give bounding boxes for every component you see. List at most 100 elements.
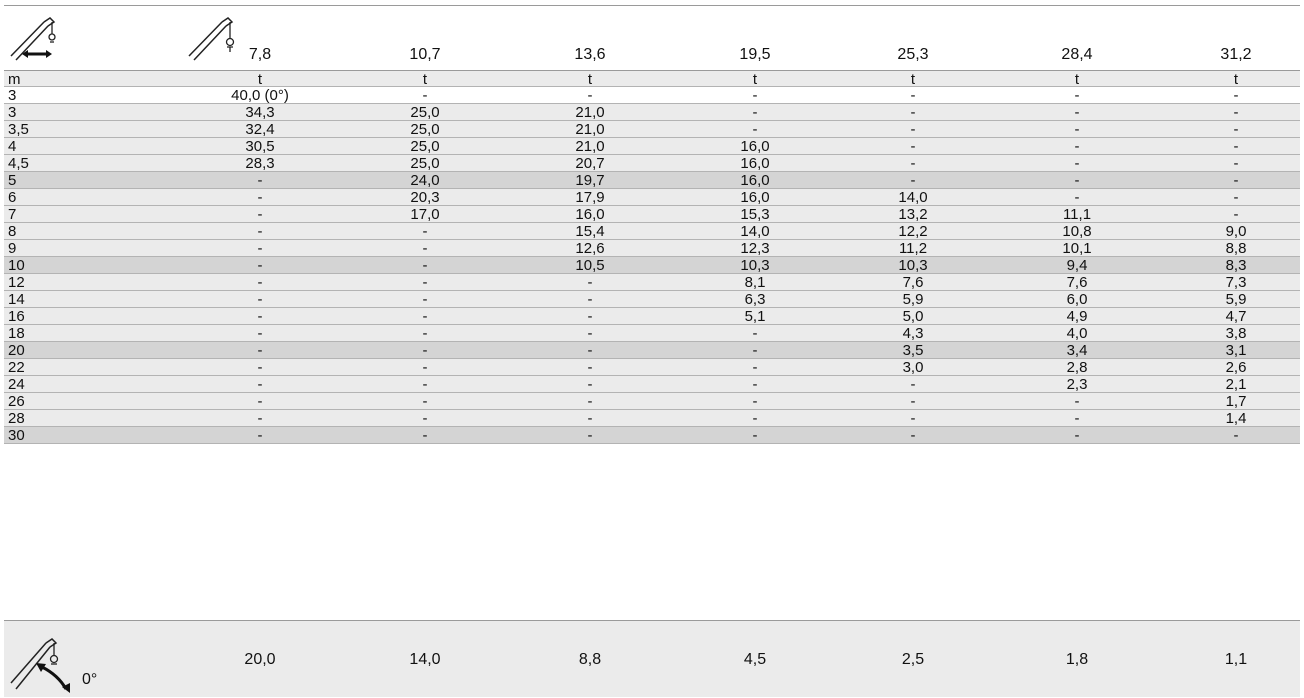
load-cell: 16,0 <box>575 206 605 223</box>
boom-length-header: 7,8 <box>248 46 272 63</box>
table-row: 3 34,3 25,0 21,0 - - - - <box>4 104 1300 121</box>
load-cell: 14,0 <box>898 189 928 206</box>
boom-luffing-icon <box>10 638 70 693</box>
table-row: 26 - - - - - - 1,7 <box>4 393 1300 410</box>
load-cell: 3,5 <box>902 342 924 359</box>
load-cell: - <box>910 155 916 172</box>
luffing-load: 20,0 <box>244 651 276 668</box>
load-cell: - <box>752 342 758 359</box>
load-cell: 1,4 <box>1225 410 1247 427</box>
load-cell: 11,2 <box>898 240 928 257</box>
load-cell: 8,8 <box>1225 240 1247 257</box>
radius-cell: 3 <box>8 87 17 104</box>
boom-length-header: 31,2 <box>1220 46 1252 63</box>
load-cell: 8,1 <box>744 274 766 291</box>
load-cell: - <box>257 359 263 376</box>
luffing-load: 1,1 <box>1224 651 1248 668</box>
table-row: 5 - 24,0 19,7 16,0 - - - <box>4 172 1300 189</box>
load-cell: 2,6 <box>1225 359 1247 376</box>
load-cell: - <box>752 121 758 138</box>
load-cell: 32,4 <box>245 121 275 138</box>
boom-length-header: 19,5 <box>739 46 771 63</box>
luffing-load: 4,5 <box>743 651 767 668</box>
load-cell: - <box>1074 104 1080 121</box>
load-cell: - <box>1074 172 1080 189</box>
load-unit: t <box>587 71 593 88</box>
load-cell: 9,4 <box>1066 257 1088 274</box>
load-cell: - <box>422 325 428 342</box>
load-cell: - <box>422 427 428 444</box>
radius-cell: 20 <box>8 342 25 359</box>
load-cell: - <box>257 376 263 393</box>
load-cell: 6,0 <box>1066 291 1088 308</box>
load-cell: - <box>587 308 593 325</box>
luffing-load: 1,8 <box>1065 651 1089 668</box>
radius-cell: 28 <box>8 410 25 427</box>
load-cell: 2,3 <box>1066 376 1088 393</box>
load-cell: 10,1 <box>1062 240 1092 257</box>
load-cell: 21,0 <box>575 104 605 121</box>
radius-cell: 8 <box>8 223 17 240</box>
radius-cell: 18 <box>8 325 25 342</box>
load-cell: 6,3 <box>744 291 766 308</box>
radius-unit: m <box>8 71 21 88</box>
load-cell: 7,6 <box>1066 274 1088 291</box>
load-cell: - <box>422 376 428 393</box>
load-cell: - <box>422 410 428 427</box>
load-cell: 25,0 <box>410 138 440 155</box>
load-cell: - <box>587 87 593 104</box>
load-cell: 5,1 <box>744 308 766 325</box>
luffing-row: 0° 20,0 14,0 8,8 4,5 2,5 1,8 1,1 <box>4 620 1300 697</box>
load-cell: - <box>257 189 263 206</box>
load-cell: - <box>752 87 758 104</box>
load-cell: - <box>587 325 593 342</box>
load-cell: - <box>257 427 263 444</box>
load-cell: - <box>257 274 263 291</box>
load-cell: - <box>752 393 758 410</box>
load-cell: 40,0 (0°) <box>231 87 289 104</box>
header-row: 7,8 10,7 13,6 19,5 25,3 28,4 31,2 <box>4 6 1300 70</box>
load-cell: - <box>1233 155 1239 172</box>
radius-cell: 12 <box>8 274 25 291</box>
angle-label: 0° <box>82 671 98 688</box>
load-unit: t <box>257 71 263 88</box>
boom-length-header: 10,7 <box>409 46 441 63</box>
load-cell: 17,0 <box>410 206 440 223</box>
load-cell: 2,8 <box>1066 359 1088 376</box>
table-row: 3 40,0 (0°) - - - - - - <box>4 87 1300 104</box>
load-cell: - <box>422 87 428 104</box>
load-cell: 15,4 <box>575 223 605 240</box>
load-cell: - <box>1074 121 1080 138</box>
load-cell: - <box>587 342 593 359</box>
load-cell: 2,1 <box>1225 376 1247 393</box>
boom-length-header: 28,4 <box>1061 46 1093 63</box>
load-cell: - <box>1233 104 1239 121</box>
load-cell: - <box>422 223 428 240</box>
load-cell: - <box>257 206 263 223</box>
load-cell: - <box>1233 87 1239 104</box>
load-cell: - <box>1233 121 1239 138</box>
load-cell: 19,7 <box>575 172 605 189</box>
load-cell: 5,0 <box>902 308 924 325</box>
table-row: 14 - - - 6,3 5,9 6,0 5,9 <box>4 291 1300 308</box>
load-cell: - <box>422 291 428 308</box>
boom-hook-icon <box>188 17 235 61</box>
load-cell: - <box>422 240 428 257</box>
load-cell: 16,0 <box>740 172 770 189</box>
table-row: 10 - - 10,5 10,3 10,3 9,4 8,3 <box>4 257 1300 274</box>
radius-cell: 14 <box>8 291 25 308</box>
load-cell: - <box>1233 138 1239 155</box>
load-cell: 25,0 <box>410 121 440 138</box>
radius-cell: 30 <box>8 427 25 444</box>
load-cell: - <box>422 257 428 274</box>
load-cell: - <box>257 325 263 342</box>
load-cell: - <box>587 427 593 444</box>
load-cell: - <box>587 291 593 308</box>
load-cell: - <box>752 427 758 444</box>
load-cell: - <box>1233 172 1239 189</box>
table-row: 3,5 32,4 25,0 21,0 - - - - <box>4 121 1300 138</box>
radius-cell: 7 <box>8 206 17 223</box>
load-cell: 12,2 <box>898 223 928 240</box>
load-cell: - <box>1074 410 1080 427</box>
load-cell: 24,0 <box>410 172 440 189</box>
